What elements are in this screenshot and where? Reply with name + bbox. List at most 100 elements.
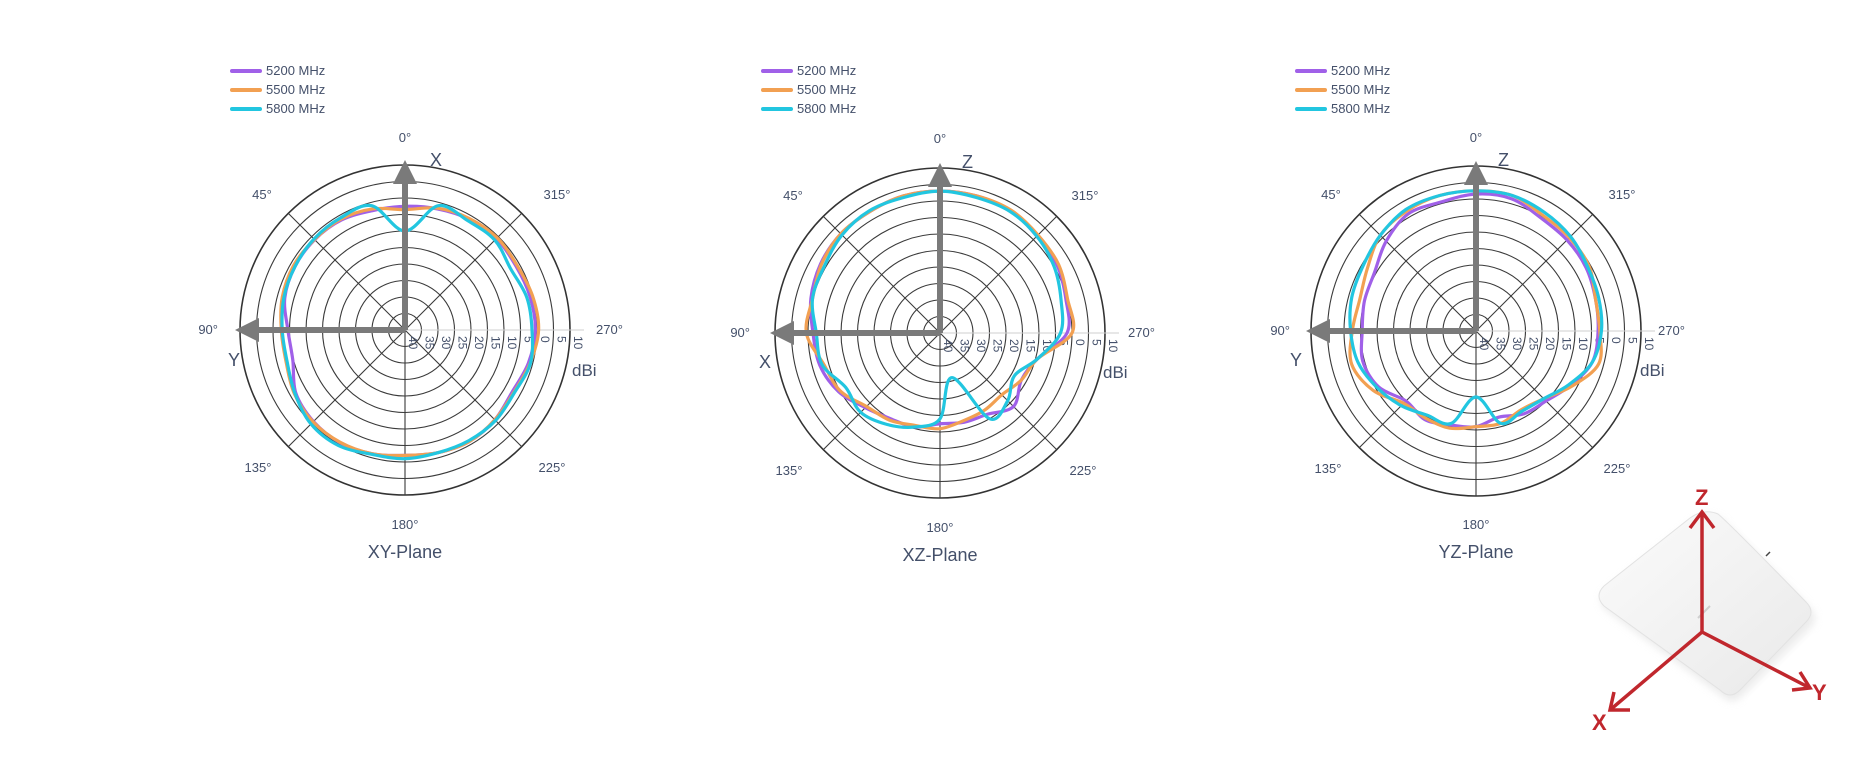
radial-label: 0 [1609, 337, 1623, 344]
radial-label: 40 [406, 336, 420, 350]
left-arrow-head [1306, 319, 1330, 343]
legend-label-5200: 5200 MHz [266, 63, 325, 78]
polar-chart-xy: 5200 MHz 5500 MHz 5800 MHz 0° 315° 270° … [198, 63, 623, 562]
angle-label-315: 315° [1072, 188, 1099, 203]
unit-label: dBi [1103, 363, 1128, 382]
angle-label-225: 225° [1604, 461, 1631, 476]
radial-label: 15 [1560, 337, 1574, 351]
radial-label: 20 [472, 336, 486, 350]
radial-label: 20 [1007, 339, 1021, 353]
left-axis-label: X [759, 352, 771, 372]
pattern-curves [804, 189, 1076, 431]
legend-label-5200: 5200 MHz [1331, 63, 1390, 78]
radial-label: 15 [489, 336, 503, 350]
radial-label: 30 [1510, 337, 1524, 351]
y-axis-arrow [1701, 630, 1811, 690]
polar-chart-xz: 5200 MHz 5500 MHz 5800 MHz 0° 315° 270° … [730, 63, 1155, 565]
angle-label-135: 135° [776, 463, 803, 478]
angle-label-270: 270° [596, 322, 623, 337]
series-line-5500-mhz [279, 206, 541, 458]
radial-label: 0 [538, 336, 552, 343]
radial-label: 15 [1024, 339, 1038, 353]
up-axis-label: Z [962, 152, 973, 172]
left-arrow-head [770, 321, 794, 345]
plane-title: YZ-Plane [1438, 542, 1513, 562]
angle-label-180: 180° [927, 520, 954, 535]
radial-label: 40 [1477, 337, 1491, 351]
y-arrow-head [1791, 671, 1813, 692]
angle-label-90: 90° [198, 322, 218, 337]
legend-label-5500: 5500 MHz [1331, 82, 1390, 97]
legend-label-5800: 5800 MHz [266, 101, 325, 116]
up-arrow-head [393, 160, 417, 184]
coordinate-diagram: Z Y X [1592, 485, 1827, 735]
radial-label: 10 [571, 336, 585, 350]
radial-label: 20 [1543, 337, 1557, 351]
up-arrow-head [1464, 161, 1488, 185]
angle-label-0: 0° [934, 131, 946, 146]
unit-label: dBi [1640, 361, 1665, 380]
radial-label: 25 [1527, 337, 1541, 351]
y-axis-label: Y [1812, 680, 1827, 705]
axis-arrows [1306, 161, 1488, 343]
radial-label: 30 [439, 336, 453, 350]
angle-label-45: 45° [252, 187, 272, 202]
pattern-curves [279, 203, 541, 461]
axis-arrows-3d [1607, 509, 1813, 712]
radial-label: 10 [1576, 337, 1590, 351]
z-arrow-head [1688, 509, 1716, 530]
angle-label-180: 180° [1463, 517, 1490, 532]
legend: 5200 MHz 5500 MHz 5800 MHz [1295, 63, 1390, 116]
angle-label-0: 0° [399, 130, 411, 145]
angle-label-0: 0° [1470, 130, 1482, 145]
axis-arrows [770, 163, 952, 345]
radial-tick-labels: 10 5 0 5 10 15 20 25 30 35 40 [1477, 337, 1656, 351]
radial-label: 0 [1073, 339, 1087, 346]
angle-label-225: 225° [539, 460, 566, 475]
angle-label-270: 270° [1658, 323, 1685, 338]
x-arrow-head [1607, 691, 1630, 712]
angle-label-45: 45° [1321, 187, 1341, 202]
angle-label-315: 315° [1609, 187, 1636, 202]
axis-arrows [235, 160, 417, 342]
radial-label: 10 [1106, 339, 1120, 353]
x-axis-arrow [1608, 630, 1704, 712]
legend-label-5800: 5800 MHz [797, 101, 856, 116]
angle-label-180: 180° [392, 517, 419, 532]
radial-label: 5 [1626, 337, 1640, 344]
legend-label-5500: 5500 MHz [797, 82, 856, 97]
angle-label-45: 45° [783, 188, 803, 203]
angle-label-315: 315° [544, 187, 571, 202]
polar-chart-yz: 5200 MHz 5500 MHz 5800 MHz 0° 315° 270° … [1270, 63, 1685, 562]
angle-tick-labels: 0° 315° 270° 225° 180° 135° 90° 45° [198, 130, 623, 532]
up-axis-label: X [430, 150, 442, 170]
radial-label: 25 [456, 336, 470, 350]
unit-label: dBi [572, 361, 597, 380]
radial-tick-labels: 10 5 0 5 10 15 20 25 30 35 40 [941, 339, 1120, 353]
access-point-device [1598, 511, 1815, 701]
radial-label: 35 [958, 339, 972, 353]
series-line-5800-mhz [280, 203, 535, 461]
up-axis-label: Z [1498, 150, 1509, 170]
legend: 5200 MHz 5500 MHz 5800 MHz [761, 63, 856, 116]
radial-label: 30 [974, 339, 988, 353]
legend-label-5800: 5800 MHz [1331, 101, 1390, 116]
radial-label: 5 [1090, 339, 1104, 346]
angle-label-270: 270° [1128, 325, 1155, 340]
left-axis-label: Y [1290, 350, 1302, 370]
radial-label: 35 [423, 336, 437, 350]
z-axis-label: Z [1695, 485, 1708, 510]
series-line-5500-mhz [804, 189, 1076, 431]
radial-tick-labels: 10 5 0 5 10 15 20 25 30 35 40 [406, 336, 585, 350]
left-arrow-head [235, 318, 259, 342]
legend-label-5500: 5500 MHz [266, 82, 325, 97]
radial-label: 25 [991, 339, 1005, 353]
series-line-5800-mhz [1348, 189, 1604, 426]
radial-label: 10 [505, 336, 519, 350]
series-line-5800-mhz [810, 189, 1065, 429]
angle-label-135: 135° [245, 460, 272, 475]
left-axis-label: Y [228, 350, 240, 370]
radial-label: 35 [1494, 337, 1508, 351]
radial-label: 40 [941, 339, 955, 353]
